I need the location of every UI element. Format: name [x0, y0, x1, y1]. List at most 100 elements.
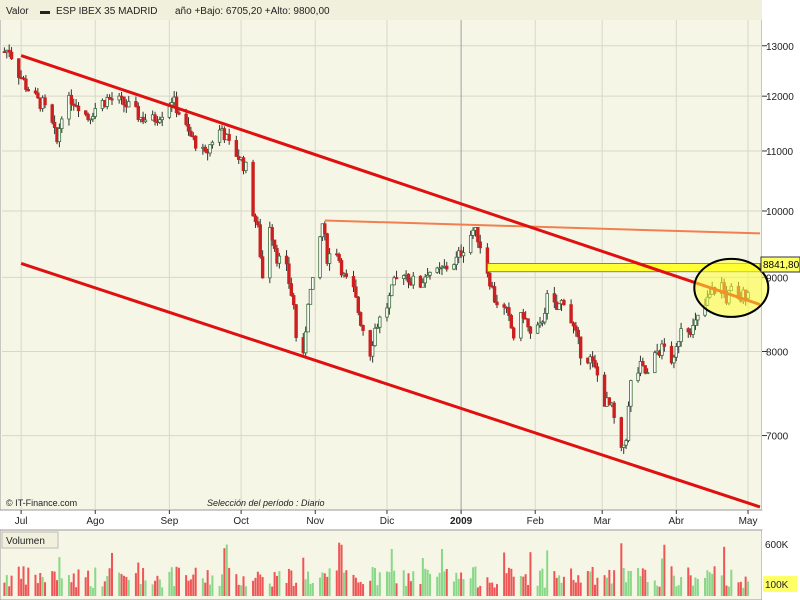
- volume-bar: [139, 583, 142, 596]
- volume-bar: [555, 577, 558, 596]
- volume-bar: [326, 576, 329, 596]
- candle-body: [83, 110, 88, 115]
- candle-body: [234, 140, 239, 157]
- candle-body: [495, 301, 499, 306]
- volume-bar: [744, 576, 747, 596]
- candle-body: [574, 325, 578, 331]
- candle-body: [208, 144, 212, 154]
- candle-body: [153, 114, 157, 123]
- volume-bar: [285, 582, 288, 596]
- candle-body: [643, 365, 647, 374]
- volume-bar: [24, 584, 27, 596]
- volume-bar: [376, 585, 379, 596]
- volume-bar: [491, 582, 494, 596]
- candle-body: [60, 118, 64, 129]
- volume-label: Volumen: [6, 536, 45, 547]
- candle-body: [141, 116, 145, 123]
- candle-body: [593, 360, 597, 368]
- volume-bar: [225, 544, 228, 596]
- volume-bar: [675, 586, 678, 596]
- volume-bar: [144, 580, 147, 596]
- volume-bar: [646, 582, 649, 596]
- candle-body: [488, 272, 492, 287]
- volume-bar: [271, 586, 274, 596]
- candle-body: [590, 356, 595, 361]
- volume-bar: [287, 568, 290, 596]
- candle-body: [325, 233, 329, 264]
- volume-bar: [359, 581, 362, 596]
- volume-bar: [689, 575, 692, 596]
- x-tick-label: Oct: [233, 516, 249, 527]
- candle-body: [512, 327, 516, 339]
- candle-body: [569, 304, 573, 324]
- upper-trend-line: [20, 54, 761, 306]
- volume-bar: [388, 572, 391, 596]
- x-tick-label: 2009: [450, 516, 473, 527]
- volume-bar: [211, 575, 214, 596]
- volume-bar: [244, 586, 247, 596]
- volume-bar: [543, 587, 546, 596]
- candle-body: [143, 119, 148, 123]
- volume-bar: [407, 573, 410, 596]
- volume-bar: [259, 574, 262, 596]
- candle-body: [277, 255, 282, 264]
- candle-body: [452, 264, 456, 270]
- volume-bar: [275, 575, 278, 596]
- volume-bar: [472, 567, 475, 596]
- candle-body: [387, 295, 392, 309]
- volume-bar: [553, 571, 556, 596]
- volume-bar: [608, 569, 611, 596]
- volume-bar: [639, 576, 642, 596]
- volume-bar: [596, 577, 599, 596]
- volume-bar: [75, 587, 78, 596]
- volume-bar: [72, 573, 75, 596]
- volume-bar: [185, 575, 188, 596]
- candle-body: [519, 312, 523, 339]
- volume-bar: [51, 571, 54, 596]
- x-tick-label: Feb: [527, 516, 545, 527]
- candle-body: [373, 327, 377, 347]
- volume-bar: [677, 585, 680, 596]
- candle-body: [543, 313, 547, 323]
- volume-bar: [311, 583, 314, 596]
- volume-bar: [605, 577, 608, 596]
- candle-body: [105, 97, 109, 107]
- candle-body: [327, 253, 332, 264]
- candle-body: [260, 256, 265, 279]
- volume-bar: [295, 582, 298, 596]
- legend-symbol: ▬: [40, 6, 50, 17]
- volume-bar: [84, 577, 87, 596]
- candle-body: [602, 374, 607, 407]
- candle-body: [270, 227, 274, 241]
- candle-body: [76, 105, 81, 112]
- candle-body: [571, 322, 576, 327]
- candle-body: [117, 95, 121, 101]
- candle-body: [612, 402, 616, 418]
- volume-bar: [438, 572, 441, 596]
- candle-body: [244, 161, 248, 172]
- candle-body: [528, 326, 533, 334]
- volume-bar: [577, 575, 580, 596]
- candle-body: [110, 98, 114, 101]
- candle-body: [552, 293, 557, 303]
- volume-bar: [457, 578, 460, 596]
- volume-bar: [586, 571, 589, 596]
- candle-body: [158, 119, 162, 123]
- candle-body: [370, 345, 375, 357]
- x-axis-ticks: Jul Ago Sep Oct Nov Dic 2009 Feb Mar Abr May: [15, 510, 757, 527]
- volume-bar: [256, 571, 259, 596]
- candle-body: [323, 223, 327, 235]
- volume-bar: [627, 570, 630, 596]
- volume-bar: [192, 574, 195, 596]
- y-tick-label: 7000: [766, 432, 789, 443]
- candle-body: [292, 295, 296, 306]
- last-value-label: 8841,80: [763, 260, 800, 271]
- candle-body: [354, 286, 358, 298]
- candle-body: [545, 293, 549, 314]
- candle-body: [160, 116, 164, 121]
- last-value-box: [760, 256, 800, 273]
- candle-body: [43, 97, 47, 106]
- volume-bar: [252, 580, 255, 596]
- volume-bar: [36, 583, 39, 596]
- volume-bar: [737, 582, 740, 596]
